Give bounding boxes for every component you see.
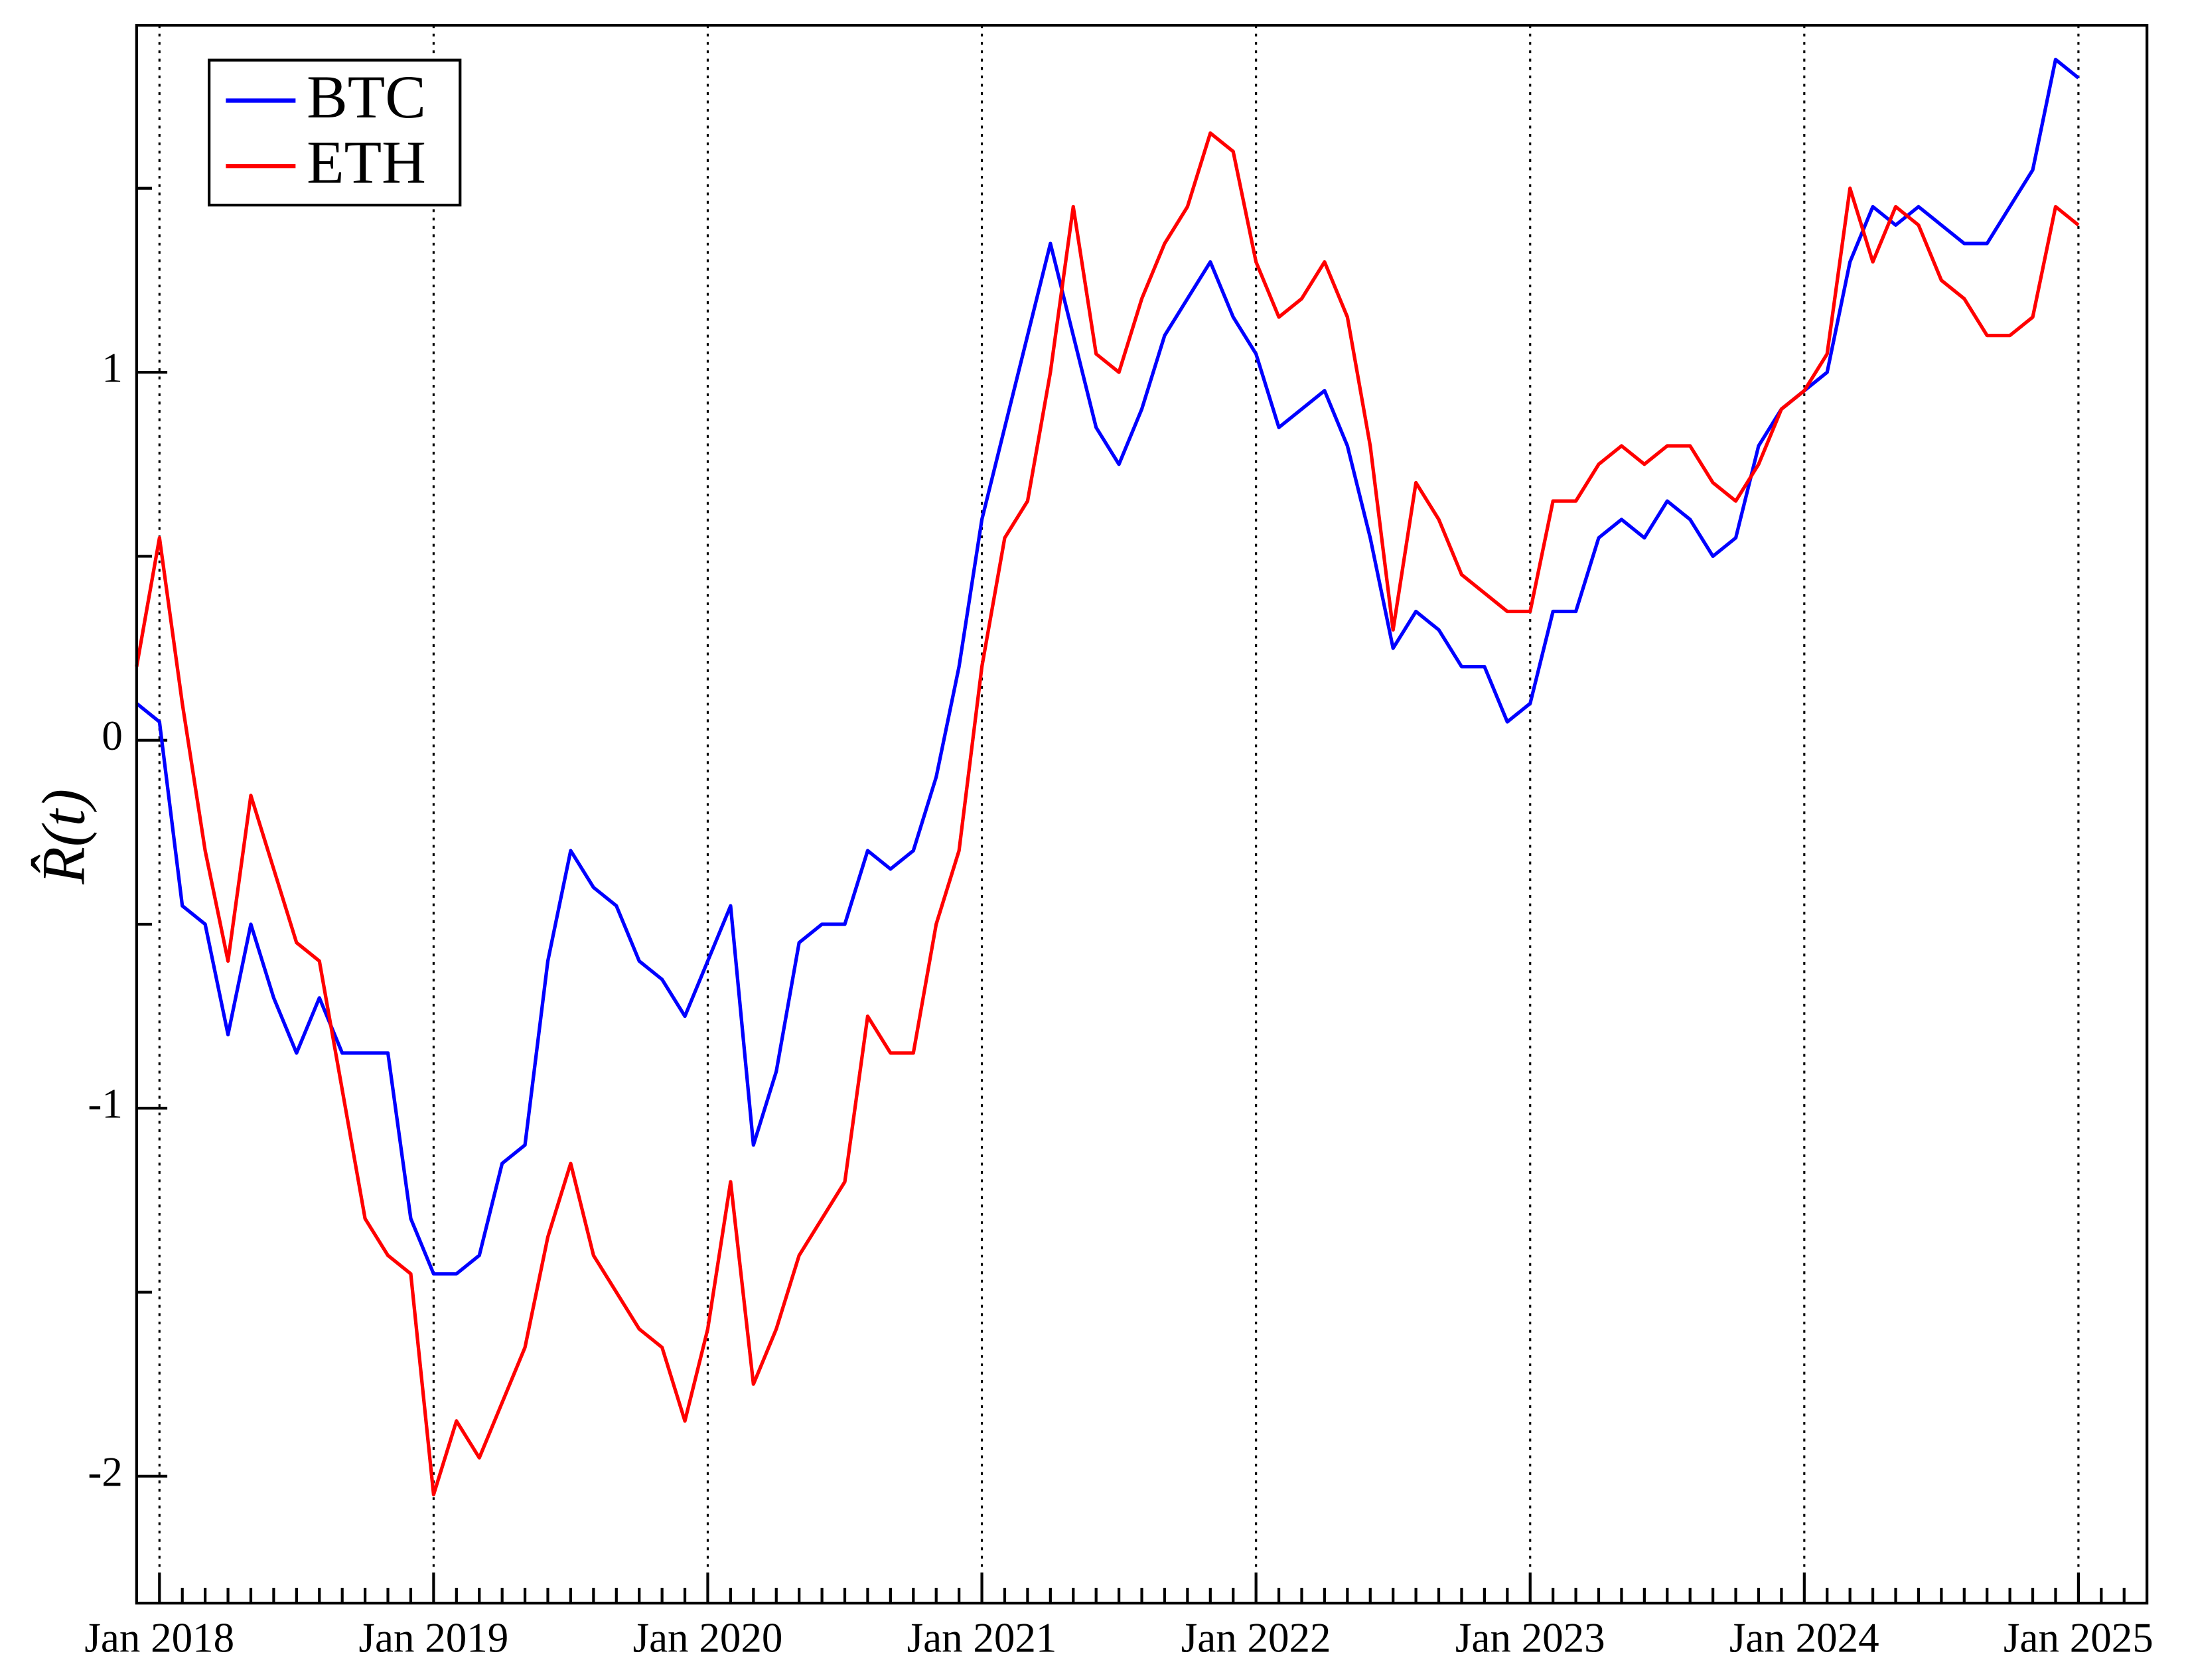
y-tick-label: -1 xyxy=(88,1081,122,1127)
y-tick-label: 0 xyxy=(102,713,123,759)
legend-label: ETH xyxy=(307,129,426,196)
x-tick-label: Jan 2025 xyxy=(2004,1614,2153,1661)
y-axis-label: R̂(t) xyxy=(29,789,97,885)
legend-label: BTC xyxy=(307,63,426,131)
line-series xyxy=(135,131,2080,1497)
x-tick-label: Jan 2023 xyxy=(1455,1614,1605,1661)
x-tick-label: Jan 2018 xyxy=(84,1614,234,1661)
plot-frame xyxy=(135,24,2149,1605)
x-tick-label: Jan 2024 xyxy=(1729,1614,1879,1661)
line-series xyxy=(135,58,2080,1276)
x-tick-label: Jan 2022 xyxy=(1181,1614,1331,1661)
x-tick-label: Jan 2021 xyxy=(907,1614,1057,1661)
legend-box xyxy=(208,58,462,207)
x-tick-label: Jan 2020 xyxy=(633,1614,783,1661)
x-tick-label: Jan 2019 xyxy=(358,1614,508,1661)
y-tick-label: -2 xyxy=(88,1448,122,1495)
y-tick-label: 1 xyxy=(102,345,123,391)
